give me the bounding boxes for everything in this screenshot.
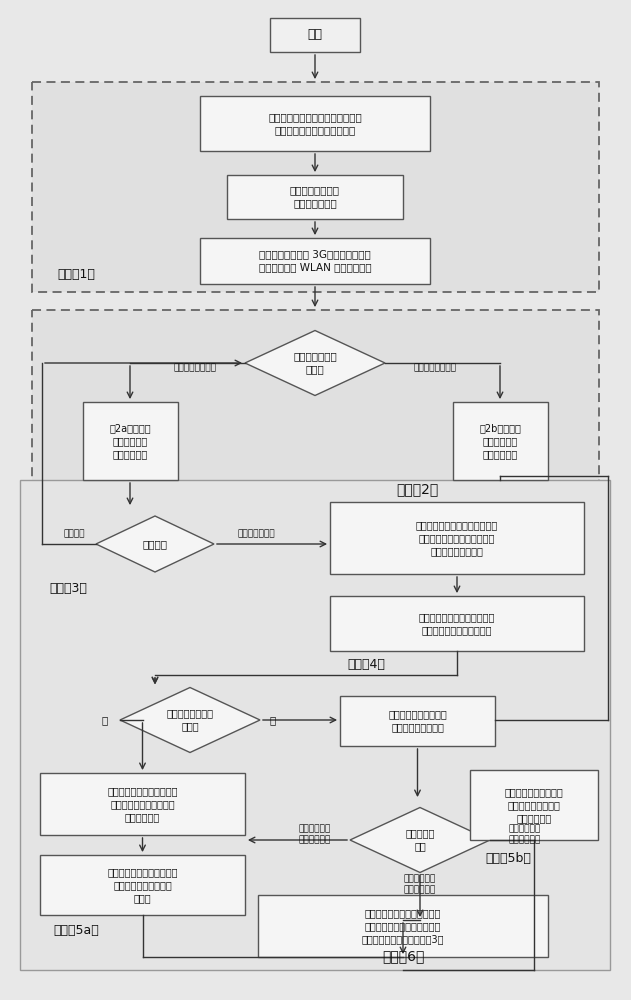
Polygon shape xyxy=(120,688,260,752)
FancyBboxPatch shape xyxy=(28,490,306,602)
Polygon shape xyxy=(350,808,490,872)
Text: 步骤（3）: 步骤（3） xyxy=(49,582,87,594)
FancyBboxPatch shape xyxy=(83,402,177,480)
Text: （2a）基本层
数据帧存入基
本层缓存文件: （2a）基本层 数据帧存入基 本层缓存文件 xyxy=(109,423,151,459)
FancyBboxPatch shape xyxy=(452,402,548,480)
Text: 基本层数据帧通过 3G网络传输；增强
层数据帧通过 WLAN 网络进行传输: 基本层数据帧通过 3G网络传输；增强 层数据帧通过 WLAN 网络进行传输 xyxy=(259,249,371,273)
FancyBboxPatch shape xyxy=(40,855,245,915)
FancyBboxPatch shape xyxy=(227,175,403,219)
Text: 将增强层缓存文件开始位置
读取的一帧增强层数据帧
写入重组文件: 将增强层缓存文件开始位置 读取的一帧增强层数据帧 写入重组文件 xyxy=(107,786,178,822)
Text: 基本层帧号大
于增强层帧号: 基本层帧号大 于增强层帧号 xyxy=(509,824,541,844)
Polygon shape xyxy=(245,330,385,395)
Text: 步骤（2）: 步骤（2） xyxy=(396,482,439,496)
Text: 小于阈值: 小于阈值 xyxy=(63,530,85,538)
FancyBboxPatch shape xyxy=(32,310,599,505)
Text: 步骤（6）: 步骤（6） xyxy=(382,949,424,963)
FancyBboxPatch shape xyxy=(340,696,495,746)
Text: 大于或等于阈值: 大于或等于阈值 xyxy=(237,530,275,538)
FancyBboxPatch shape xyxy=(28,760,258,945)
Text: 否: 否 xyxy=(270,715,276,725)
Text: 读取基本层帧号并从基本层缓存
文件开始位置读取一帧基本层
数据帧写入重组文件: 读取基本层帧号并从基本层缓存 文件开始位置读取一帧基本层 数据帧写入重组文件 xyxy=(416,520,498,556)
FancyBboxPatch shape xyxy=(248,886,558,970)
Text: 删除从增强层缓存文件
开始位置读取的一帧
增强层数据帧: 删除从增强层缓存文件 开始位置读取的一帧 增强层数据帧 xyxy=(505,787,563,823)
Text: 增强层缓存文件是
否为空: 增强层缓存文件是 否为空 xyxy=(167,708,213,732)
Polygon shape xyxy=(96,516,214,572)
Text: 提取基本层数据帧
和增强层数据帧: 提取基本层数据帧 和增强层数据帧 xyxy=(290,185,340,209)
Text: 并将已读取的一帧基本层数据
帧从基本层缓存文件中删除: 并将已读取的一帧基本层数据 帧从基本层缓存文件中删除 xyxy=(419,612,495,635)
Text: 删除从增强层缓存文件开始
位置读取的一帧增强层
数据帧: 删除从增强层缓存文件开始 位置读取的一帧增强层 数据帧 xyxy=(107,867,178,903)
Text: 信号接收端收到
数据帧: 信号接收端收到 数据帧 xyxy=(293,351,337,375)
Text: 判断是否已重组到基本层缓存
文件最后一帧，若是，终止整
个重组算法，否则转步骤（3）: 判断是否已重组到基本层缓存 文件最后一帧，若是，终止整 个重组算法，否则转步骤（… xyxy=(362,908,444,944)
Text: 步骤（1）: 步骤（1） xyxy=(57,267,95,280)
Text: 阈值判断: 阈值判断 xyxy=(143,539,167,549)
Text: 基本层帧号等
于增强层帧号: 基本层帧号等 于增强层帧号 xyxy=(299,824,331,844)
Text: 从增强层缓存文件开始
位置读取增强层帧号: 从增强层缓存文件开始 位置读取增强层帧号 xyxy=(388,709,447,733)
FancyBboxPatch shape xyxy=(470,770,598,840)
Text: 收到基本层数据帧: 收到基本层数据帧 xyxy=(174,363,216,372)
Text: 步骤（4）: 步骤（4） xyxy=(347,658,385,670)
FancyBboxPatch shape xyxy=(330,596,584,651)
FancyBboxPatch shape xyxy=(32,82,599,292)
FancyBboxPatch shape xyxy=(200,96,430,151)
FancyBboxPatch shape xyxy=(330,502,584,574)
FancyBboxPatch shape xyxy=(270,18,360,52)
Text: （2b）增强层
数据帧存入增
强层缓存文件: （2b）增强层 数据帧存入增 强层缓存文件 xyxy=(479,423,521,459)
Text: 是: 是 xyxy=(102,715,108,725)
FancyBboxPatch shape xyxy=(20,480,610,970)
Text: 将视频流媒体业务拆分存储为基本
层数据文件和增强层数据文件: 将视频流媒体业务拆分存储为基本 层数据文件和增强层数据文件 xyxy=(268,112,362,135)
Text: 收到增强层数据帧: 收到增强层数据帧 xyxy=(413,363,456,372)
FancyBboxPatch shape xyxy=(318,490,596,678)
FancyBboxPatch shape xyxy=(200,238,430,284)
FancyBboxPatch shape xyxy=(40,773,245,835)
Text: 基本层帧号小
于增强层帧号: 基本层帧号小 于增强层帧号 xyxy=(404,874,436,895)
Text: 步骤（5b）: 步骤（5b） xyxy=(485,852,531,864)
FancyBboxPatch shape xyxy=(258,895,548,957)
FancyBboxPatch shape xyxy=(460,760,608,872)
Text: 基本层帧号
判断: 基本层帧号 判断 xyxy=(405,828,435,852)
Text: 开始: 开始 xyxy=(307,28,322,41)
Text: 步骤（5a）: 步骤（5a） xyxy=(53,924,99,938)
